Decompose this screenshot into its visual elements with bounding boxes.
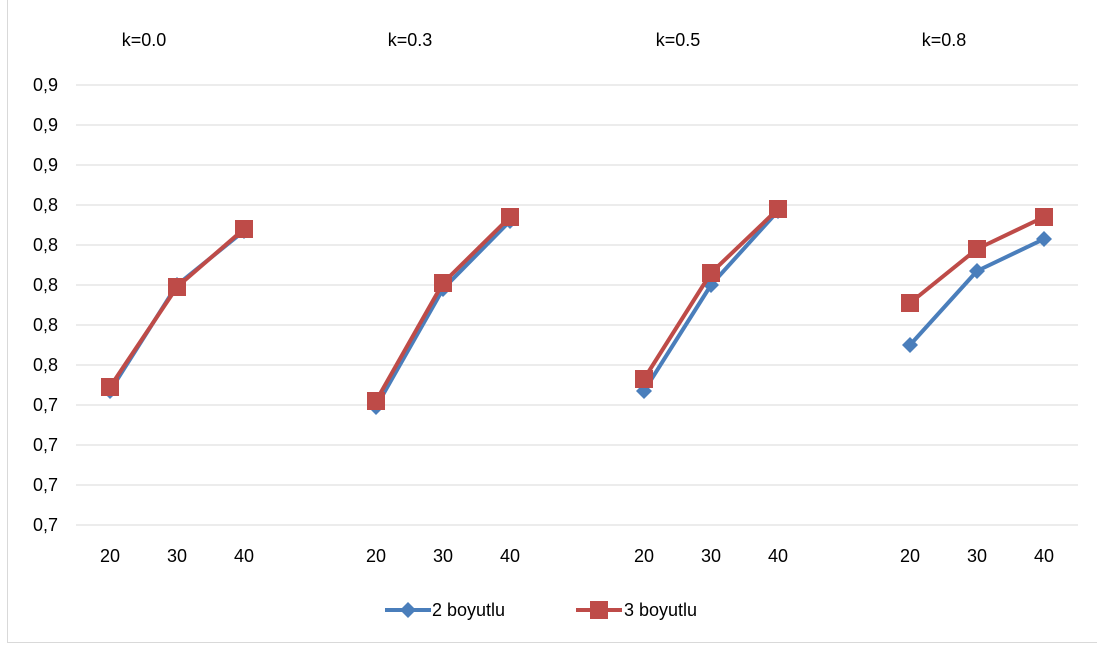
series-0-line-panel-1 bbox=[374, 219, 512, 408]
legend-marker-0 bbox=[400, 602, 416, 618]
series-1-point-0-0 bbox=[101, 378, 119, 396]
series-1-line-panel-3 bbox=[908, 215, 1045, 305]
x-tick-label-2-0: 20 bbox=[634, 546, 654, 566]
x-tick-label-3-2: 40 bbox=[1034, 546, 1054, 566]
x-tick-label-0-0: 20 bbox=[100, 546, 120, 566]
chart-frame bbox=[7, 0, 1097, 643]
series-1-point-3-2 bbox=[1035, 208, 1053, 226]
y-tick-label-7: 0,8 bbox=[33, 235, 58, 255]
series-1-point-2-1 bbox=[702, 264, 720, 282]
series-0-point-3-0 bbox=[902, 337, 918, 353]
legend-marker-1 bbox=[590, 601, 608, 619]
x-tick-label-3-1: 30 bbox=[967, 546, 987, 566]
y-tick-label-11: 0,9 bbox=[33, 75, 58, 95]
series-1-point-2-2 bbox=[769, 200, 787, 218]
x-tick-label-2-2: 40 bbox=[768, 546, 788, 566]
y-tick-label-0: 0,7 bbox=[33, 515, 58, 535]
series-1-point-1-2 bbox=[501, 208, 519, 226]
legend-label-1: 3 boyutlu bbox=[624, 600, 697, 620]
series-0-line-panel-2 bbox=[642, 209, 780, 393]
series-1-point-1-0 bbox=[367, 392, 385, 410]
y-tick-label-5: 0,8 bbox=[33, 315, 58, 335]
legend-label-0: 2 boyutlu bbox=[432, 600, 505, 620]
y-tick-label-6: 0,8 bbox=[33, 275, 58, 295]
x-tick-label-2-1: 30 bbox=[701, 546, 721, 566]
x-tick-label-3-0: 20 bbox=[900, 546, 920, 566]
series-1-point-3-1 bbox=[968, 240, 986, 258]
y-tick-label-9: 0,9 bbox=[33, 155, 58, 175]
x-tick-label-1-2: 40 bbox=[500, 546, 520, 566]
series-1-point-3-0 bbox=[901, 294, 919, 312]
series-1-line-panel-0 bbox=[108, 227, 246, 389]
series-1-point-2-0 bbox=[635, 370, 653, 388]
y-tick-label-10: 0,9 bbox=[33, 115, 58, 135]
series-1-point-1-1 bbox=[434, 274, 452, 292]
x-tick-label-1-1: 30 bbox=[433, 546, 453, 566]
series-1-point-0-2 bbox=[235, 220, 253, 238]
x-tick-label-1-0: 20 bbox=[366, 546, 386, 566]
y-tick-label-3: 0,7 bbox=[33, 395, 58, 415]
x-tick-label-0-1: 30 bbox=[167, 546, 187, 566]
panel-title-0: k=0.0 bbox=[122, 30, 167, 50]
series-0-point-3-2 bbox=[1036, 231, 1052, 247]
series-0-point-3-1 bbox=[969, 263, 985, 279]
y-tick-label-8: 0,8 bbox=[33, 195, 58, 215]
y-tick-label-2: 0,7 bbox=[33, 435, 58, 455]
series-1-point-0-1 bbox=[168, 278, 186, 296]
y-tick-label-1: 0,7 bbox=[33, 475, 58, 495]
y-tick-label-4: 0,8 bbox=[33, 355, 58, 375]
panel-title-1: k=0.3 bbox=[388, 30, 433, 50]
series-0-line-panel-0 bbox=[108, 229, 246, 393]
panel-title-2: k=0.5 bbox=[656, 30, 701, 50]
x-tick-label-0-2: 40 bbox=[234, 546, 254, 566]
panel-title-3: k=0.8 bbox=[922, 30, 967, 50]
